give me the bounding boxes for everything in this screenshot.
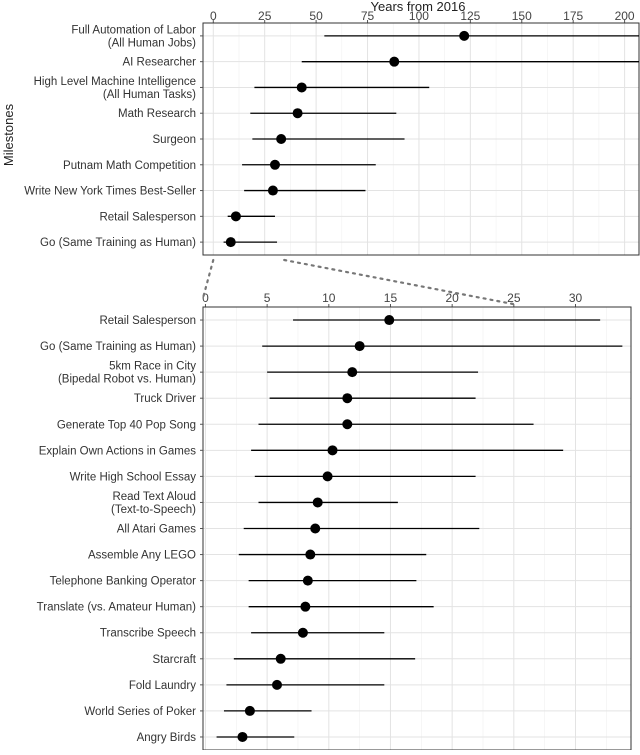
- median-point-all-atari-games: [310, 523, 321, 534]
- category-label-5km-race-in-city-bipedal-robot-vs-human: 5km Race in City (Bipedal Robot vs. Human…: [58, 361, 196, 386]
- category-label-write-new-york-times-best-seller: Write New York Times Best-Seller: [24, 186, 196, 198]
- x-tick-label: 5: [264, 291, 271, 305]
- category-label-read-text-aloud-text-to-speech: Read Text Aloud (Text-to-Speech): [111, 491, 196, 516]
- zoom-connector-right: [283, 258, 515, 306]
- category-label-write-high-school-essay: Write High School Essay: [70, 471, 197, 483]
- median-point-truck-driver: [342, 393, 353, 404]
- category-label-full-automation-of-labor-all-human-jobs: Full Automation of Labor (All Human Jobs): [71, 24, 196, 49]
- zoom-connectors: [201, 258, 515, 306]
- chart-panel-top: 0 25 50 75 100 125 150 175 200 Full Automation of…: [24, 9, 640, 256]
- x-tick-label: 150: [512, 9, 532, 23]
- median-point-retail-salesperson: [230, 211, 241, 222]
- x-tick-label: 0: [202, 291, 209, 305]
- median-point-transcribe-speech: [297, 627, 308, 638]
- category-label-math-research: Math Research: [118, 108, 196, 120]
- median-point-full-automation-of-labor-all-human-jobs: [459, 30, 470, 41]
- category-label-angry-birds: Angry Birds: [137, 732, 197, 744]
- x-axis-title: Years from 2016: [371, 0, 466, 14]
- category-label-all-atari-games: All Atari Games: [117, 524, 196, 536]
- median-point-explain-own-actions-in-games: [327, 445, 338, 456]
- chart-panel-bottom: 0 5 10 15 20 25 30 Retail Salesperson Go (Same T…: [37, 291, 632, 751]
- median-point-write-new-york-times-best-seller: [267, 185, 278, 196]
- median-point-math-research: [292, 108, 303, 119]
- median-point-angry-birds: [237, 731, 248, 742]
- median-point-retail-salesperson: [384, 315, 395, 326]
- median-point-surgeon: [276, 134, 287, 144]
- category-label-translate-vs-amateur-human: Translate (vs. Amateur Human): [37, 602, 197, 614]
- median-point-assemble-any-lego: [305, 549, 316, 560]
- median-point-high-level-machine-intelligence-all-human-tasks: [296, 82, 307, 93]
- median-point-translate-vs-amateur-human: [300, 601, 311, 612]
- category-label-retail-salesperson: Retail Salesperson: [99, 211, 196, 223]
- x-tick-label: 0: [210, 9, 217, 23]
- median-point-starcraft: [275, 653, 286, 664]
- x-tick-label: 20: [445, 291, 459, 305]
- x-tick-label: 100: [409, 9, 429, 23]
- category-label-truck-driver: Truck Driver: [134, 393, 196, 405]
- category-label-ai-researcher: AI Researcher: [122, 57, 196, 69]
- category-label-explain-own-actions-in-games: Explain Own Actions in Games: [39, 445, 196, 457]
- category-label-world-series-of-poker: World Series of Poker: [84, 706, 196, 718]
- category-label-transcribe-speech: Transcribe Speech: [100, 628, 196, 640]
- category-label-assemble-any-lego: Assemble Any LEGO: [88, 550, 196, 562]
- category-label-retail-salesperson: Retail Salesperson: [99, 315, 196, 327]
- category-label-surgeon: Surgeon: [153, 134, 196, 146]
- x-tick-label: 125: [460, 9, 480, 23]
- x-tick-label: 15: [384, 291, 398, 305]
- median-point-go-same-training-as-human: [354, 341, 365, 352]
- median-point-5km-race-in-city-bipedal-robot-vs-human: [347, 367, 358, 378]
- category-label-generate-top-40-pop-song: Generate Top 40 Pop Song: [57, 419, 196, 431]
- x-tick-label: 30: [569, 291, 583, 305]
- x-tick-label: 25: [258, 9, 272, 23]
- x-tick-label: 200: [615, 9, 635, 23]
- median-point-generate-top-40-pop-song: [342, 419, 353, 430]
- category-label-go-same-training-as-human: Go (Same Training as Human): [40, 341, 196, 353]
- category-label-go-same-training-as-human: Go (Same Training as Human): [40, 237, 196, 249]
- x-tick-label: 50: [309, 9, 323, 23]
- median-point-putnam-math-competition: [269, 159, 280, 170]
- x-tick-label: 10: [322, 291, 336, 305]
- x-tick-label: 25: [507, 291, 521, 305]
- median-point-fold-laundry: [272, 679, 283, 690]
- category-label-high-level-machine-intelligence-all-human-tasks: High Level Machine Intelligence (All Huma…: [34, 76, 197, 101]
- y-axis-title: Milestones: [1, 103, 16, 166]
- category-label-putnam-math-competition: Putnam Math Competition: [63, 160, 196, 172]
- x-tick-label: 175: [563, 9, 583, 23]
- median-point-write-high-school-essay: [322, 471, 333, 482]
- category-label-fold-laundry: Fold Laundry: [129, 680, 196, 692]
- zoom-connector-left: [201, 258, 215, 300]
- median-point-telephone-banking-operator: [302, 575, 313, 586]
- x-tick-label: 75: [361, 9, 375, 23]
- median-point-world-series-of-poker: [244, 705, 255, 716]
- median-point-ai-researcher: [389, 56, 400, 67]
- median-point-go-same-training-as-human: [225, 237, 236, 248]
- median-point-read-text-aloud-text-to-speech: [312, 497, 323, 508]
- category-label-starcraft: Starcraft: [153, 654, 197, 666]
- category-label-telephone-banking-operator: Telephone Banking Operator: [50, 576, 197, 588]
